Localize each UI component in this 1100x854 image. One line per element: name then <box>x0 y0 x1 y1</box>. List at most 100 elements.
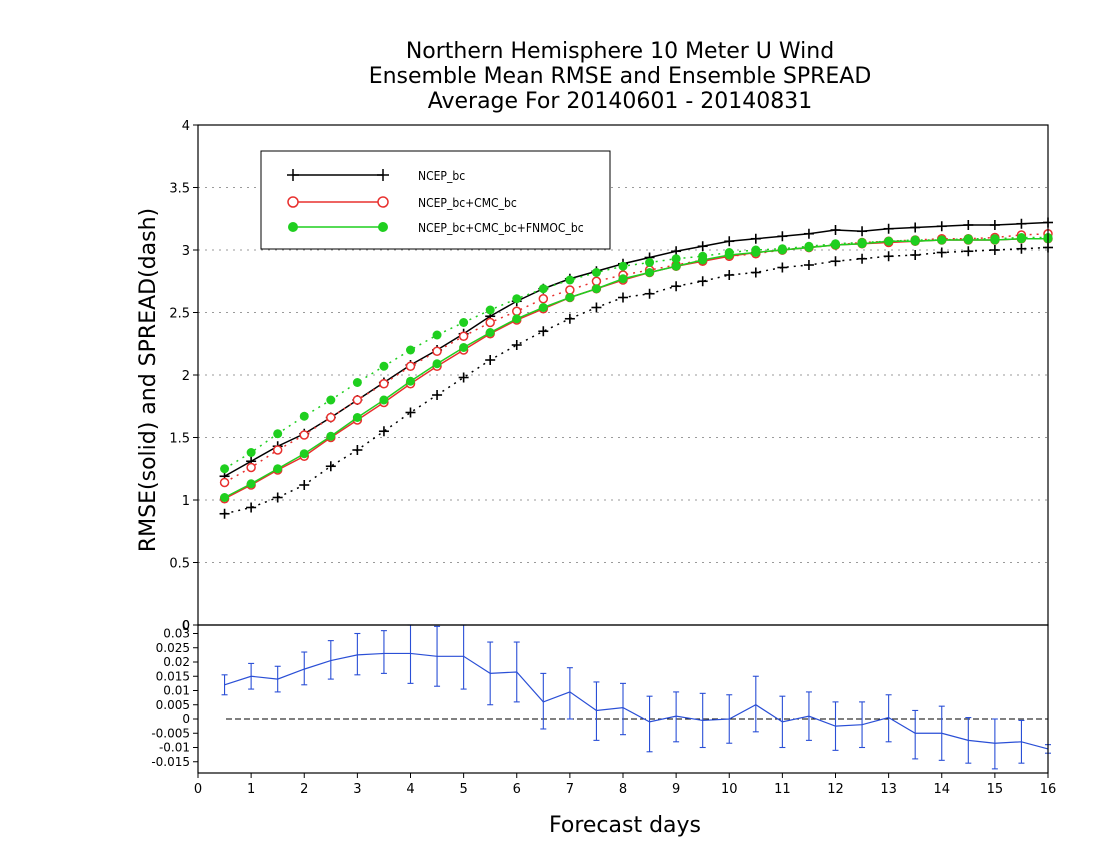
series-0-rmse-point-28 <box>963 220 974 230</box>
error-bar-13 <box>566 667 573 720</box>
series-2-spread-point-2 <box>273 429 283 439</box>
x-tick-label-1: 1 <box>247 782 255 797</box>
legend-marker-ncep-bc-cmc-bc-fnmoc-bc-left <box>288 222 298 232</box>
y-tick-label-5: 2.5 <box>169 307 190 322</box>
series-1-spread-point-6 <box>379 379 389 389</box>
series-0-spread-point-0 <box>219 508 230 519</box>
series-1-spread-point-0 <box>219 477 230 488</box>
series-0-spread-point-17 <box>671 281 682 292</box>
chart-title-line-1: Northern Hemisphere 10 Meter U Wind <box>406 39 834 64</box>
series-0-spread-point-10 <box>485 355 496 365</box>
error-bar-28 <box>965 717 972 764</box>
series-0-rmse-point-27 <box>936 221 947 232</box>
series-0-rmse-point-19 <box>724 236 735 247</box>
series-2-spread-point-19 <box>724 248 734 257</box>
series-0-rmse-point-18 <box>697 241 708 252</box>
error-bar-2 <box>274 665 281 693</box>
series-2-spread-point-29 <box>990 234 1000 244</box>
error-bar-20 <box>752 675 759 733</box>
axes: 00.511.522.533.5400.030.0250.020.0150.01… <box>151 119 1056 797</box>
series-2-spread-point-7 <box>406 345 415 355</box>
error-bar-24 <box>859 701 866 749</box>
error-bar-0 <box>221 674 228 696</box>
series-0-spread-point-2 <box>272 492 283 503</box>
series-0-spread-point-27 <box>936 247 947 258</box>
series-2-rmse-point-11 <box>512 314 522 324</box>
series-2-rmse-point-3 <box>299 449 309 459</box>
series-2-spread-point-23 <box>831 239 840 249</box>
series-2-spread-point-12 <box>538 284 548 294</box>
error-bar-26 <box>912 709 919 760</box>
y-tick-label-7: 3.5 <box>169 182 190 197</box>
series-1-spread-line <box>224 233 1049 484</box>
series-0-rmse-point-25 <box>883 223 894 234</box>
series-0-spread-point-5 <box>352 445 363 455</box>
error-bar-5 <box>354 632 361 676</box>
series-2-spread-point-21 <box>777 244 787 254</box>
series-2-spread-point-27 <box>937 235 947 245</box>
diff-y-tick-label-6: 0 <box>182 712 190 726</box>
series-2-spread-point-10 <box>485 305 495 315</box>
x-tick-label-7: 7 <box>566 782 574 797</box>
diff-y-tick-label-9: -0.015 <box>151 755 190 769</box>
error-bar-15 <box>620 682 626 736</box>
series-2-spread-point-11 <box>512 294 522 304</box>
error-bar-22 <box>805 691 812 741</box>
y-tick-label-0: 0 <box>182 619 190 634</box>
x-tick-label-14: 14 <box>933 782 950 797</box>
series-1-spread-point-13 <box>565 285 575 295</box>
error-bar-30 <box>1018 719 1025 764</box>
diff-y-tick-label-1: 0.025 <box>156 641 190 655</box>
series-1-spread-point-14 <box>591 276 602 286</box>
series-0-rmse-point-26 <box>910 222 921 233</box>
series-2-rmse-point-14 <box>591 284 601 294</box>
legend-label-ncep-bc: NCEP_bc <box>418 169 465 183</box>
error-bar-18 <box>699 692 706 749</box>
series-2-spread-point-4 <box>326 395 336 405</box>
series-2-rmse-point-10 <box>485 328 495 337</box>
series-0-rmse-line <box>224 221 1049 477</box>
series-0-spread-point-22 <box>803 260 814 270</box>
x-tick-label-3: 3 <box>353 782 361 797</box>
diff-y-tick-label-top: 0 <box>182 618 190 632</box>
chart-title-line-2: Ensemble Mean RMSE and Ensemble SPREAD <box>369 64 872 89</box>
series-0-rmse-point-29 <box>989 220 1000 230</box>
series-0-spread-point-20 <box>750 267 761 278</box>
series-2-spread-point-17 <box>671 254 681 264</box>
series-2-rmse-point-15 <box>618 274 628 284</box>
series-1-spread-point-7 <box>405 361 416 371</box>
difference-layer <box>221 624 1051 770</box>
x-tick-label-2: 2 <box>300 782 308 797</box>
x-tick-label-11: 11 <box>774 782 791 797</box>
series-0-rmse-point-23 <box>830 225 841 235</box>
series-2-rmse-point-12 <box>538 303 548 312</box>
series-2-spread-point-30 <box>1016 233 1026 242</box>
diff-y-tick-label-8: -0.01 <box>159 741 190 755</box>
error-bar-17 <box>673 691 680 743</box>
legend-marker-ncep-bc <box>287 169 389 181</box>
error-bar-4 <box>327 640 334 680</box>
series-2-spread-point-9 <box>459 318 469 327</box>
error-bar-23 <box>832 701 839 751</box>
series-2-rmse-point-1 <box>246 479 256 489</box>
x-tick-label-8: 8 <box>619 782 627 797</box>
error-bar-8 <box>434 625 441 687</box>
series-0-spread-point-13 <box>564 313 575 324</box>
y-tick-label-1: 0.5 <box>169 557 190 572</box>
x-tick-label-16: 16 <box>1040 782 1057 797</box>
error-bar-3 <box>301 651 308 686</box>
difference-line <box>224 652 1049 750</box>
series-2-rmse-point-16 <box>645 268 655 277</box>
legend-marker-ncep-bc-cmc-bc-right <box>377 196 389 208</box>
error-bar-14 <box>593 681 600 741</box>
series-0-rmse-point-24 <box>857 226 868 237</box>
series-2-rmse-point-2 <box>273 464 283 474</box>
series-0-spread-point-18 <box>697 276 708 287</box>
y-tick-label-4: 2 <box>182 369 190 384</box>
series-0-spread-point-29 <box>989 245 1000 255</box>
x-tick-label-4: 4 <box>406 782 414 797</box>
series-2-rmse-point-0 <box>220 493 230 502</box>
series-2-spread-point-5 <box>352 378 362 387</box>
series-2-spread-point-16 <box>645 258 655 267</box>
series-2-spread-point-6 <box>379 361 389 371</box>
